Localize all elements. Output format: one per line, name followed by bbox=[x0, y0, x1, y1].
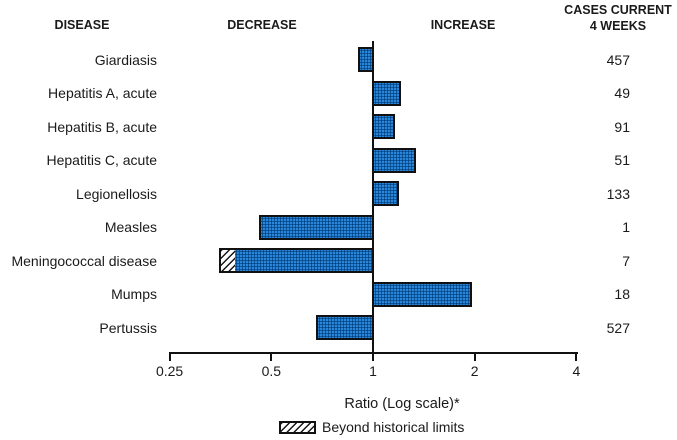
bar-fill bbox=[261, 216, 372, 238]
beyond-historical-limit-segment bbox=[220, 250, 235, 272]
x-tick bbox=[473, 352, 476, 361]
disease-label: Mumps bbox=[111, 286, 157, 303]
ratio-bar bbox=[316, 315, 374, 341]
x-tick-label: 0.25 bbox=[155, 363, 184, 379]
ratio-bar bbox=[218, 248, 374, 274]
legend-label: Beyond historical limits bbox=[322, 419, 465, 435]
ratio-bar bbox=[372, 80, 401, 106]
disease-label: Hepatitis C, acute bbox=[46, 152, 158, 169]
cases-value: 91 bbox=[614, 118, 630, 135]
ratio-bar bbox=[259, 214, 374, 240]
bar-fill bbox=[318, 317, 372, 339]
x-tick-label: 0.5 bbox=[261, 363, 282, 379]
header-disease: DISEASE bbox=[54, 18, 110, 32]
x-tick-label: 1 bbox=[369, 363, 377, 379]
x-tick bbox=[372, 352, 374, 361]
disease-label: Hepatitis A, acute bbox=[48, 85, 157, 102]
cases-value: 527 bbox=[606, 319, 630, 336]
hatched-swatch-icon bbox=[279, 420, 316, 434]
bar-fill bbox=[374, 116, 393, 138]
bar-fill bbox=[374, 183, 397, 205]
disease-label: Legionellosis bbox=[76, 185, 157, 202]
disease-label: Pertussis bbox=[99, 319, 157, 336]
x-tick bbox=[168, 352, 171, 361]
ratio-bar bbox=[357, 47, 374, 72]
x-tick bbox=[270, 352, 273, 361]
bar-fill bbox=[374, 149, 414, 171]
header-increase: INCREASE bbox=[430, 18, 496, 32]
ratio-bar bbox=[372, 114, 395, 140]
header-decrease: DECREASE bbox=[227, 18, 297, 32]
ratio-bar bbox=[372, 281, 472, 307]
cases-value: 18 bbox=[614, 286, 630, 303]
bar-fill bbox=[374, 283, 470, 305]
disease-label: Giardiasis bbox=[94, 51, 157, 68]
header-cases-current-4-weeks: CASES CURRENT 4 WEEKS bbox=[564, 3, 672, 33]
cases-value: 51 bbox=[614, 152, 630, 169]
cases-value: 457 bbox=[606, 51, 630, 68]
ratio-bar bbox=[372, 147, 416, 173]
disease-label: Meningococcal disease bbox=[11, 252, 157, 269]
x-axis-title: Ratio (Log scale)* bbox=[344, 396, 460, 412]
cases-value: 1 bbox=[622, 219, 630, 236]
cases-value: 133 bbox=[606, 185, 630, 202]
x-tick-label: 2 bbox=[470, 363, 479, 379]
cases-value: 49 bbox=[614, 85, 630, 102]
ratio-bar bbox=[372, 181, 399, 207]
bar-fill bbox=[374, 82, 399, 104]
cases-value: 7 bbox=[622, 252, 630, 269]
bar-fill bbox=[234, 250, 372, 272]
disease-label: Measles bbox=[104, 219, 157, 236]
x-tick-label: 4 bbox=[572, 363, 581, 379]
x-tick bbox=[575, 352, 578, 361]
bar-fill bbox=[359, 49, 372, 70]
disease-label: Hepatitis B, acute bbox=[47, 118, 157, 135]
legend: Beyond historical limits bbox=[279, 419, 464, 435]
